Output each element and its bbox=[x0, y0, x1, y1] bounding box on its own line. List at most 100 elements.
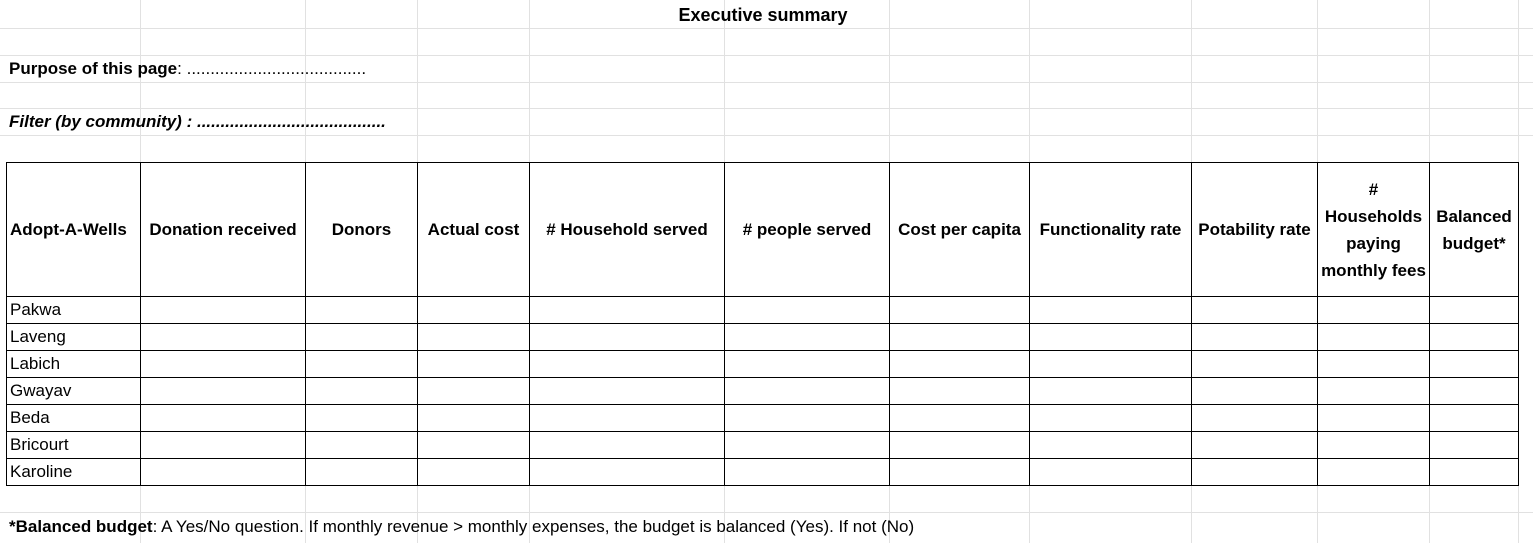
empty-data-cell[interactable] bbox=[1191, 296, 1318, 324]
col-header-people-served[interactable]: # people served bbox=[724, 162, 890, 297]
empty-data-cell[interactable] bbox=[305, 377, 418, 405]
empty-data-cell[interactable] bbox=[140, 431, 306, 459]
empty-data-cell[interactable] bbox=[724, 377, 890, 405]
empty-data-cell[interactable] bbox=[1317, 323, 1430, 351]
empty-data-cell[interactable] bbox=[417, 458, 530, 486]
empty-data-cell[interactable] bbox=[529, 458, 725, 486]
col-header-households-paying-fees[interactable]: # Households paying monthly fees bbox=[1317, 162, 1430, 297]
footnote-label: *Balanced budget bbox=[9, 517, 153, 536]
empty-data-cell[interactable] bbox=[1317, 431, 1430, 459]
empty-data-cell[interactable] bbox=[1191, 323, 1318, 351]
empty-data-cell[interactable] bbox=[1429, 431, 1519, 459]
col-header-functionality-rate[interactable]: Functionality rate bbox=[1029, 162, 1192, 297]
empty-data-cell[interactable] bbox=[889, 431, 1030, 459]
empty-data-cell[interactable] bbox=[305, 458, 418, 486]
empty-data-cell[interactable] bbox=[140, 323, 306, 351]
col-header-donors[interactable]: Donors bbox=[305, 162, 418, 297]
empty-data-cell[interactable] bbox=[1429, 323, 1519, 351]
filter-cell[interactable]: Filter (by community) : ................… bbox=[9, 109, 386, 135]
gridline bbox=[0, 28, 1533, 29]
empty-data-cell[interactable] bbox=[140, 350, 306, 378]
empty-data-cell[interactable] bbox=[1191, 377, 1318, 405]
empty-data-cell[interactable] bbox=[724, 458, 890, 486]
empty-data-cell[interactable] bbox=[1029, 296, 1192, 324]
empty-data-cell[interactable] bbox=[724, 431, 890, 459]
empty-data-cell[interactable] bbox=[1317, 404, 1430, 432]
empty-data-cell[interactable] bbox=[889, 323, 1030, 351]
empty-data-cell[interactable] bbox=[1029, 350, 1192, 378]
empty-data-cell[interactable] bbox=[140, 404, 306, 432]
col-header-balanced-budget[interactable]: Balanced budget* bbox=[1429, 162, 1519, 297]
empty-data-cell[interactable] bbox=[529, 431, 725, 459]
empty-data-cell[interactable] bbox=[1429, 404, 1519, 432]
empty-data-cell[interactable] bbox=[1317, 377, 1430, 405]
empty-data-cell[interactable] bbox=[140, 458, 306, 486]
empty-data-cell[interactable] bbox=[724, 296, 890, 324]
empty-data-cell[interactable] bbox=[1029, 377, 1192, 405]
empty-data-cell[interactable] bbox=[305, 431, 418, 459]
empty-data-cell[interactable] bbox=[1029, 404, 1192, 432]
community-name-cell[interactable]: Karoline bbox=[6, 458, 141, 486]
empty-data-cell[interactable] bbox=[1029, 431, 1192, 459]
table-row: Gwayav bbox=[6, 377, 1519, 405]
empty-data-cell[interactable] bbox=[529, 350, 725, 378]
empty-data-cell[interactable] bbox=[1429, 377, 1519, 405]
empty-data-cell[interactable] bbox=[140, 377, 306, 405]
empty-data-cell[interactable] bbox=[529, 404, 725, 432]
col-header-household-served[interactable]: # Household served bbox=[529, 162, 725, 297]
community-name-cell[interactable]: Beda bbox=[6, 404, 141, 432]
empty-data-cell[interactable] bbox=[305, 350, 418, 378]
gridline bbox=[0, 82, 1533, 83]
empty-data-cell[interactable] bbox=[1429, 296, 1519, 324]
table-row: Laveng bbox=[6, 323, 1519, 351]
community-name-cell[interactable]: Laveng bbox=[6, 323, 141, 351]
community-name-cell[interactable]: Labich bbox=[6, 350, 141, 378]
table-row: Bricourt bbox=[6, 431, 1519, 459]
empty-data-cell[interactable] bbox=[417, 350, 530, 378]
empty-data-cell[interactable] bbox=[529, 296, 725, 324]
purpose-cell[interactable]: Purpose of this page: ..................… bbox=[9, 56, 366, 82]
empty-data-cell[interactable] bbox=[724, 350, 890, 378]
empty-data-cell[interactable] bbox=[305, 404, 418, 432]
col-header-actual-cost[interactable]: Actual cost bbox=[417, 162, 530, 297]
empty-data-cell[interactable] bbox=[889, 458, 1030, 486]
empty-data-cell[interactable] bbox=[724, 404, 890, 432]
sheet-title[interactable]: Executive summary bbox=[678, 5, 848, 25]
empty-data-cell[interactable] bbox=[889, 404, 1030, 432]
empty-data-cell[interactable] bbox=[1191, 404, 1318, 432]
empty-data-cell[interactable] bbox=[140, 296, 306, 324]
empty-data-cell[interactable] bbox=[417, 296, 530, 324]
empty-data-cell[interactable] bbox=[417, 404, 530, 432]
empty-data-cell[interactable] bbox=[529, 323, 725, 351]
empty-data-cell[interactable] bbox=[1191, 350, 1318, 378]
table-row: Karoline bbox=[6, 458, 1519, 486]
empty-data-cell[interactable] bbox=[1429, 458, 1519, 486]
col-header-potability-rate[interactable]: Potability rate bbox=[1191, 162, 1318, 297]
empty-data-cell[interactable] bbox=[889, 377, 1030, 405]
col-header-donation-received[interactable]: Donation received bbox=[140, 162, 306, 297]
empty-data-cell[interactable] bbox=[305, 323, 418, 351]
empty-data-cell[interactable] bbox=[889, 296, 1030, 324]
community-name-cell[interactable]: Bricourt bbox=[6, 431, 141, 459]
empty-data-cell[interactable] bbox=[1029, 458, 1192, 486]
empty-data-cell[interactable] bbox=[1317, 458, 1430, 486]
col-header-adopt-a-wells[interactable]: Adopt-A-Wells bbox=[6, 162, 141, 297]
gridline bbox=[0, 108, 1533, 109]
empty-data-cell[interactable] bbox=[417, 323, 530, 351]
empty-data-cell[interactable] bbox=[1317, 296, 1430, 324]
empty-data-cell[interactable] bbox=[724, 323, 890, 351]
community-name-cell[interactable]: Gwayav bbox=[6, 377, 141, 405]
footnote-cell[interactable]: *Balanced budget: A Yes/No question. If … bbox=[9, 514, 914, 540]
empty-data-cell[interactable] bbox=[305, 296, 418, 324]
empty-data-cell[interactable] bbox=[1317, 350, 1430, 378]
empty-data-cell[interactable] bbox=[529, 377, 725, 405]
empty-data-cell[interactable] bbox=[1429, 350, 1519, 378]
community-name-cell[interactable]: Pakwa bbox=[6, 296, 141, 324]
empty-data-cell[interactable] bbox=[1191, 431, 1318, 459]
col-header-cost-per-capita[interactable]: Cost per capita bbox=[889, 162, 1030, 297]
empty-data-cell[interactable] bbox=[889, 350, 1030, 378]
empty-data-cell[interactable] bbox=[417, 377, 530, 405]
empty-data-cell[interactable] bbox=[1029, 323, 1192, 351]
empty-data-cell[interactable] bbox=[417, 431, 530, 459]
empty-data-cell[interactable] bbox=[1191, 458, 1318, 486]
